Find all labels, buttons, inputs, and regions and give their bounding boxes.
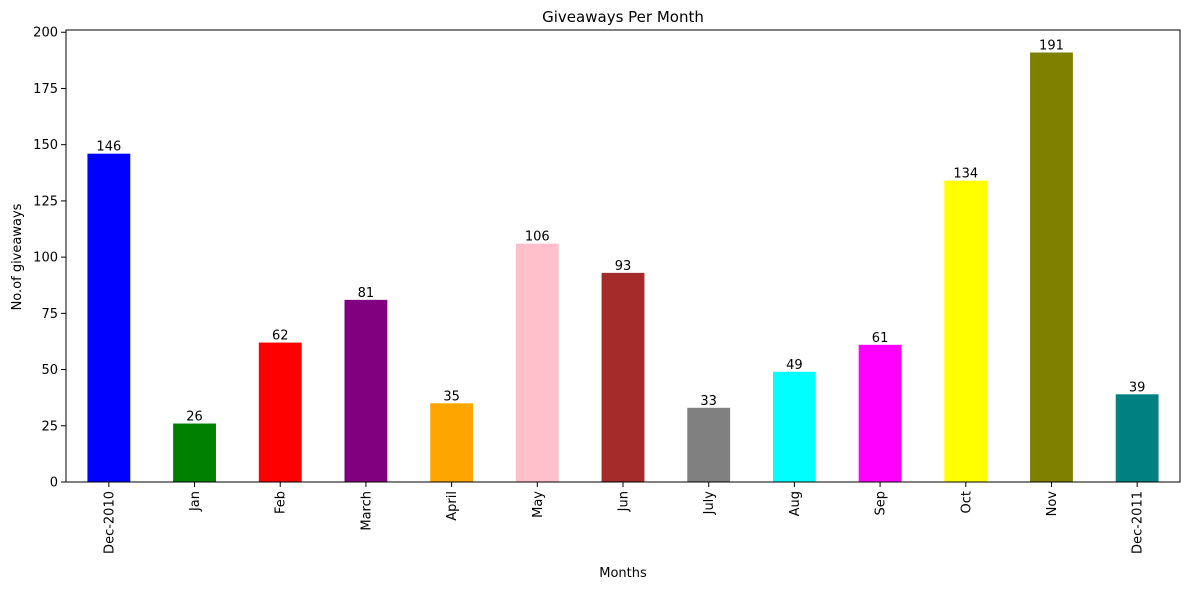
y-tick-label: 75	[41, 307, 58, 322]
y-tick-label: 125	[33, 194, 58, 209]
y-tick-label: 175	[33, 82, 58, 97]
x-axis-ticks: Dec-2010 Jan Feb March April May Jun July Aug Sep…	[102, 482, 1146, 554]
bar-march	[344, 299, 388, 482]
bar-value-label: 26	[186, 410, 203, 425]
x-tick-label: Dec-2011	[1131, 491, 1146, 554]
bar-value-label: 106	[525, 230, 550, 245]
y-tick-label: 150	[33, 138, 58, 153]
y-tick-label: 200	[33, 26, 58, 41]
bar-value-label: 35	[443, 389, 460, 404]
x-tick-label: May	[531, 491, 546, 518]
x-tick-label: Dec-2010	[102, 491, 117, 554]
bars	[87, 52, 1159, 483]
bar-july	[687, 407, 731, 482]
bar-jan	[173, 423, 216, 482]
chart-title: Giveaways Per Month	[542, 8, 704, 26]
x-tick-label: Sep	[874, 491, 889, 516]
x-axis-label: Months	[599, 566, 647, 581]
y-tick-label: 100	[33, 251, 58, 266]
bar-value-label: 49	[786, 358, 803, 373]
bar-dec-2011	[1115, 394, 1159, 482]
x-tick-label: Oct	[959, 491, 974, 513]
x-tick-label: Feb	[274, 491, 289, 514]
y-axis-ticks: 0 25 50 75 100 125 150 175 200	[33, 26, 66, 491]
bar-nov	[1030, 52, 1073, 483]
y-axis-label: No.of giveaways	[10, 203, 25, 310]
x-tick-label: Nov	[1045, 491, 1060, 517]
bar-value-label: 61	[872, 331, 889, 346]
bar-may	[515, 243, 559, 482]
x-tick-label: March	[359, 491, 374, 531]
bar-value-label: 146	[96, 140, 121, 155]
x-tick-label: Jun	[617, 491, 632, 512]
bar-feb	[258, 342, 302, 482]
x-tick-label: April	[445, 491, 460, 521]
plot-frame	[65, 29, 1181, 483]
bar-aug	[772, 371, 816, 482]
x-tick-label: Aug	[788, 491, 803, 516]
y-tick-label: 50	[41, 363, 58, 378]
data-labels: 146 26 62 81 35 106 93 33 49 61 134 191 39	[96, 38, 1145, 424]
y-tick-label: 0	[50, 476, 58, 491]
bar-value-label: 62	[272, 329, 289, 344]
bar-value-label: 134	[953, 167, 978, 182]
bar-value-label: 33	[700, 394, 717, 409]
bar-value-label: 93	[615, 259, 632, 274]
y-tick-label: 25	[41, 419, 58, 434]
bar-dec-2010	[87, 153, 131, 483]
bar-value-label: 191	[1039, 38, 1064, 53]
bar-value-label: 81	[358, 286, 375, 301]
bar-jun	[601, 272, 645, 482]
bar-sep	[858, 344, 902, 482]
bar-oct	[944, 180, 988, 482]
bar-value-label: 39	[1129, 380, 1146, 395]
x-tick-label: Jan	[188, 491, 203, 512]
bar-april	[430, 403, 474, 482]
x-tick-label: July	[702, 491, 717, 516]
